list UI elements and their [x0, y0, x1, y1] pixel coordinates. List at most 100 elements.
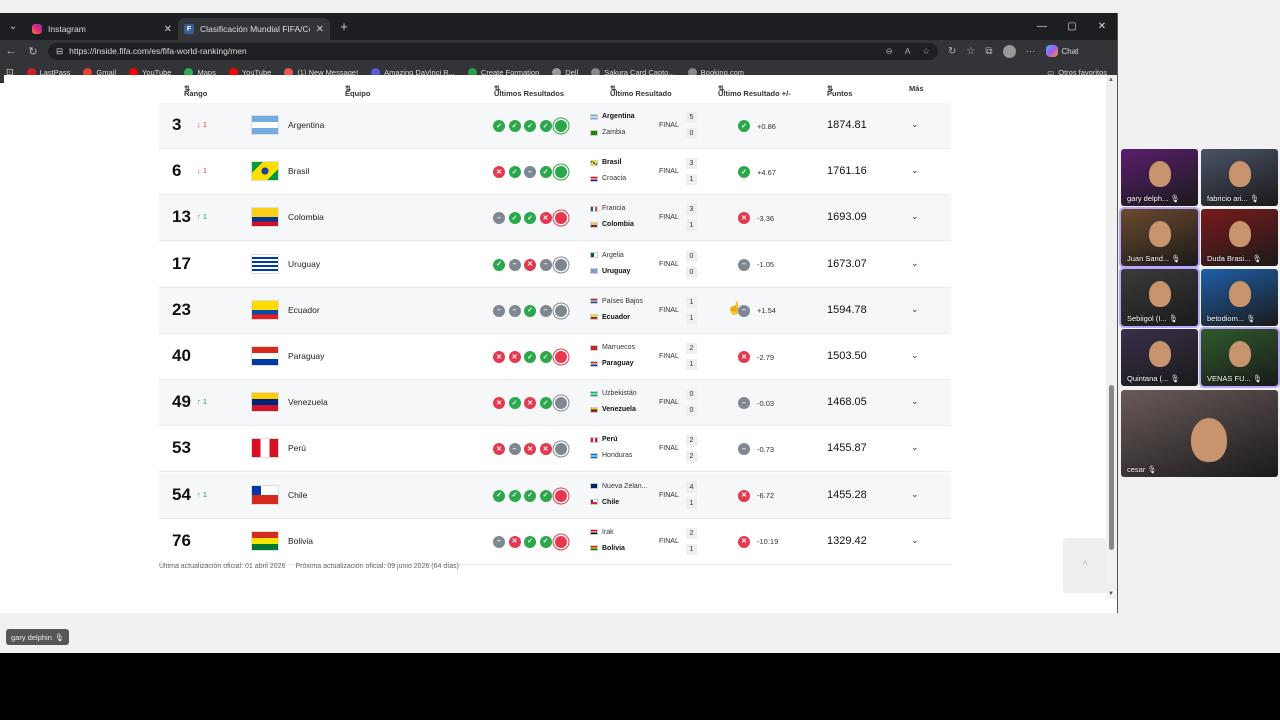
home-score: 3	[686, 158, 697, 170]
team-name[interactable]: Paraguay	[288, 351, 325, 361]
scrollbar-thumb[interactable]	[1109, 385, 1114, 550]
bookmark-item[interactable]: Dell	[552, 67, 578, 77]
chevron-down-icon[interactable]: ⌄	[911, 350, 919, 360]
bookmark-icon	[371, 67, 381, 77]
header-team[interactable]: Equipo ⇅	[345, 84, 371, 98]
table-row[interactable]: 40 Paraguay ✕ ✕ ✓ ✓ ✕ Marruecos Paraguay FIN…	[159, 334, 951, 380]
participant-tile[interactable]: cesar 🎙	[1121, 390, 1278, 477]
favorite-star-icon[interactable]: ☆	[922, 45, 930, 56]
favorites-icon[interactable]: ☆	[966, 45, 976, 57]
scroll-up-arrow-icon[interactable]: ▲	[1108, 77, 1114, 83]
table-row[interactable]: 17 Uruguay ✓ – ✕ – – Argelia Uruguay FINAL 0…	[159, 242, 951, 288]
table-row[interactable]: 76 Bolivia – ✕ ✓ ✓ ✕ Irak Bolivia FINAL 2 1 …	[159, 519, 951, 565]
tab-actions-icon[interactable]: ⌄	[8, 21, 18, 32]
bookmarks-menu-icon[interactable]: ⊡	[6, 66, 14, 77]
bookmark-item[interactable]: Amazing DaVinci R...	[371, 67, 455, 77]
chevron-down-icon[interactable]: ⌄	[911, 396, 919, 407]
participant-tile[interactable]: Juan Sand... 🎙	[1119, 207, 1200, 268]
points-value: 1693.09	[827, 211, 867, 224]
team-name[interactable]: Colombia	[288, 212, 324, 223]
chevron-down-icon[interactable]: ⌄	[911, 211, 919, 222]
team-name[interactable]: Chile	[288, 489, 308, 500]
delta-draw-icon: –	[738, 397, 750, 410]
minimize-button[interactable]: —	[1037, 21, 1047, 32]
chevron-down-icon[interactable]: ⌄	[911, 303, 919, 314]
page-scrollbar[interactable]: ▲ ▼	[1106, 75, 1117, 599]
points-delta: – -0.03	[738, 397, 774, 410]
participant-tile[interactable]: fabricio ari... 🎙	[1201, 149, 1278, 206]
scroll-down-arrow-icon[interactable]: ▼	[1108, 591, 1114, 597]
header-last-result[interactable]: Ultimo Resultado ⇅	[610, 84, 672, 98]
participant-tile[interactable]: betodiom... 🎙	[1201, 269, 1278, 326]
table-row[interactable]: 13 ↑ 1 Colombia – ✓ ✓ ✕ ✕ Francia Colombia F…	[159, 195, 951, 242]
read-aloud-icon[interactable]: A	[904, 45, 911, 56]
header-last-result-pm[interactable]: Ultimo Resultado +/- ⇅	[718, 84, 791, 98]
url-field[interactable]: ⊟ https://inside.fifa.com/es/fifa-world-…	[48, 42, 938, 60]
team-name[interactable]: Bolivia	[288, 535, 314, 546]
header-points[interactable]: Puntos ⇅	[827, 84, 853, 98]
bookmark-item[interactable]: Booking.com	[687, 67, 744, 77]
team-name[interactable]: Uruguay	[288, 258, 321, 269]
site-info-icon[interactable]: ⊟	[56, 45, 64, 56]
bookmark-item[interactable]: Maps	[184, 67, 216, 77]
team-name[interactable]: Brasil	[288, 166, 310, 177]
bookmark-item[interactable]: LastPass	[26, 67, 70, 77]
away-flag-icon	[590, 221, 598, 228]
bookmark-item[interactable]: YouTube	[129, 67, 171, 77]
chevron-down-icon[interactable]: ⌄	[911, 165, 919, 176]
participant-tile[interactable]: Duda Brasi... 🎙	[1201, 209, 1278, 266]
points-delta: ✕ -6.72	[738, 489, 774, 502]
tab-fifa-ranking[interactable]: F Clasificación Mundial FIFA/Coca-C ✕	[178, 18, 330, 40]
points-value: 1503.50	[827, 350, 867, 362]
home-flag-icon	[590, 390, 598, 397]
close-tab-icon[interactable]: ✕	[163, 23, 172, 35]
table-row[interactable]: 49 ↑ 1 Venezuela ✕ ✓ ✕ ✓ – Uzbekistán Venezu…	[159, 380, 951, 427]
delta-value: +4.67	[757, 167, 776, 177]
header-last-results[interactable]: Ultimos Resultados ⇅	[494, 84, 565, 98]
table-row[interactable]: 6 ↓ 1 Brasil ✕ ✓ – ✓ ✓ Brasil Croacia FINAL …	[159, 149, 951, 196]
participant-tile[interactable]: Quintana (... 🎙	[1121, 329, 1198, 386]
chevron-down-icon[interactable]: ⌄	[911, 119, 919, 129]
bookmark-item[interactable]: Sakura Card Capto...	[591, 67, 675, 77]
refresh-extension-icon[interactable]: ↻	[948, 45, 957, 57]
maximize-button[interactable]: ▢	[1067, 21, 1077, 32]
more-menu-icon[interactable]: ···	[1025, 45, 1036, 57]
participant-tile[interactable]: Sebiigol (I... 🎙	[1119, 267, 1200, 328]
bookmark-item[interactable]: Gmail	[83, 67, 116, 77]
team-name[interactable]: Perú	[288, 443, 306, 454]
close-tab-icon[interactable]: ✕	[315, 23, 324, 35]
tab-instagram[interactable]: Instagram ✕	[26, 18, 178, 40]
bookmark-item[interactable]: YouTube	[228, 67, 271, 77]
header-rank[interactable]: Rango ⇅	[184, 84, 208, 98]
table-row[interactable]: 54 ↑ 1 Chile ✓ ✓ ✓ ✓ ✕ Nueva Zelan... Chile …	[159, 472, 951, 519]
other-favorites[interactable]: ▭ Otros favoritos	[1047, 68, 1107, 77]
scroll-to-top-button[interactable]: ^	[1063, 538, 1106, 593]
participant-tile[interactable]: gary delph... 🎙	[1121, 149, 1198, 206]
reload-icon[interactable]: ↻	[28, 45, 38, 58]
copilot-chat-button[interactable]: Chat	[1045, 45, 1078, 57]
chevron-down-icon[interactable]: ⌄	[911, 534, 919, 545]
chevron-down-icon[interactable]: ⌄	[911, 257, 919, 268]
back-arrow-icon[interactable]: ←	[5, 45, 17, 57]
table-row[interactable]: 23 Ecuador – – ✓ – – Países Bajos Ecuador FI…	[159, 287, 951, 334]
participant-tile[interactable]: VENAS FU... 🎙	[1199, 327, 1280, 388]
table-row[interactable]: 53 Perú ✕ – ✕ ✕ – Perú Honduras FINAL 2 2 – -…	[159, 426, 951, 473]
bookmark-item[interactable]: Create Formation	[467, 67, 539, 77]
team-name[interactable]: Argentina	[288, 120, 325, 130]
new-tab-button[interactable]: +	[340, 19, 348, 34]
result-win-icon: ✓	[539, 351, 552, 363]
away-team: Honduras	[602, 452, 633, 460]
home-team: Argentina	[602, 113, 635, 120]
team-name[interactable]: Venezuela	[288, 397, 328, 408]
profile-avatar[interactable]	[1002, 44, 1016, 58]
table-row[interactable]: 3 ↓ 1 Argentina ✓ ✓ ✓ ✓ ✓ Argentina Zambia F…	[159, 103, 951, 149]
chevron-down-icon[interactable]: ⌄	[911, 442, 919, 453]
bookmark-item[interactable]: (1) New Message!	[284, 67, 358, 77]
close-window-button[interactable]: ✕	[1097, 21, 1107, 32]
points-value: 1455.28	[827, 488, 867, 501]
collections-icon[interactable]: ⧉	[985, 45, 993, 57]
zoom-icon[interactable]: ⊖	[885, 45, 893, 56]
team-name[interactable]: Ecuador	[288, 304, 320, 315]
home-score: 0	[686, 389, 697, 401]
chevron-down-icon[interactable]: ⌄	[911, 488, 919, 499]
